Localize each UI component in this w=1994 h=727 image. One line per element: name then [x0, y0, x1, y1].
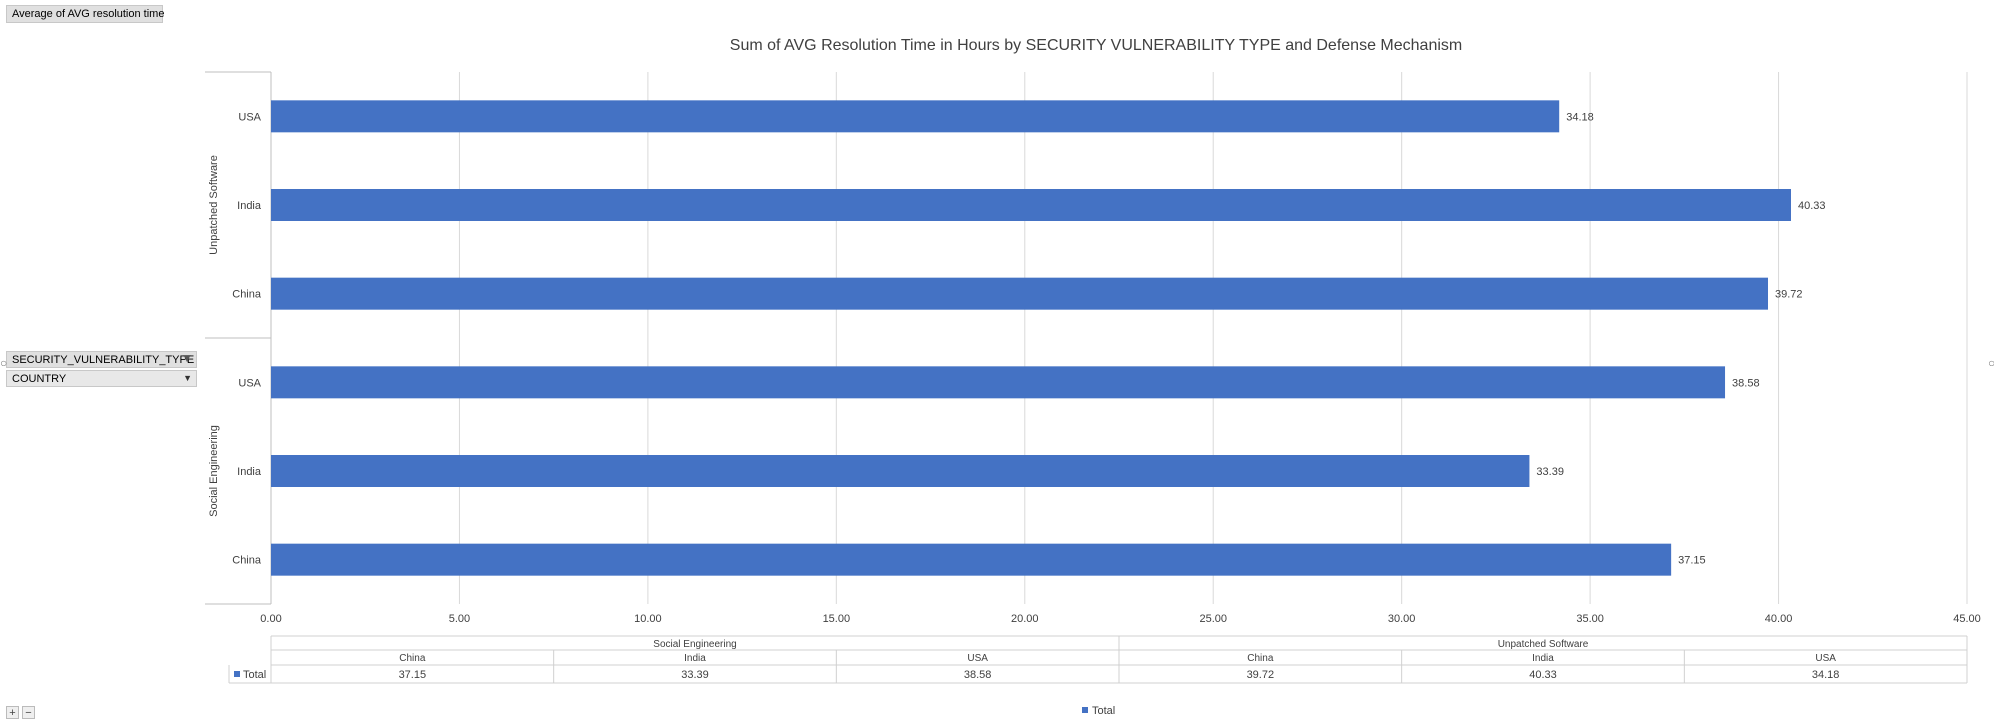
data-label: 34.18 — [1566, 111, 1594, 123]
table-category-header: India — [1532, 653, 1554, 664]
legend: Total — [1082, 705, 1115, 717]
data-label: 40.33 — [1798, 200, 1826, 212]
group-label: Social Engineering — [208, 425, 220, 517]
bar — [271, 543, 1672, 576]
bar — [271, 366, 1726, 399]
resize-handle-left[interactable]: ○ — [0, 356, 8, 370]
table-category-header: USA — [967, 653, 988, 664]
x-tick-label: 35.00 — [1576, 613, 1604, 625]
axes: 0.00 5.00 10.00 15.00 20.00 25.00 30.00 35.00 40… — [205, 71, 1981, 625]
category-label: India — [237, 200, 262, 212]
table-category-header: India — [684, 653, 706, 664]
table-cell: 33.39 — [681, 669, 709, 681]
table-cell: 37.15 — [399, 669, 427, 681]
x-tick-label: 5.00 — [449, 613, 470, 625]
table-row-label: Total — [243, 669, 266, 681]
category-label: USA — [238, 377, 261, 389]
measure-field-label: Average of AVG resolution time — [12, 8, 165, 20]
table-category-header: USA — [1815, 653, 1836, 664]
data-table: Social Engineering China 37.15 India 33.39 US… — [228, 635, 1968, 684]
x-tick-label: 40.00 — [1765, 613, 1793, 625]
measure-field-button[interactable]: Average of AVG resolution time — [6, 5, 165, 23]
gridlines — [270, 72, 1968, 604]
x-tick-label: 15.00 — [823, 613, 851, 625]
bar — [271, 277, 1769, 310]
x-tick-label: 45.00 — [1953, 613, 1981, 625]
bar — [271, 100, 1560, 133]
table-cell: 39.72 — [1247, 669, 1275, 681]
expand-field-button[interactable]: + — [6, 706, 19, 719]
data-label: 33.39 — [1536, 466, 1564, 478]
category-label: India — [237, 466, 262, 478]
x-tick-label: 20.00 — [1011, 613, 1039, 625]
legend-key — [1082, 707, 1088, 713]
category-label: China — [232, 289, 262, 301]
row-field-country[interactable]: COUNTRY ▼ — [6, 370, 197, 387]
bar — [271, 455, 1530, 487]
row-field-label: SECURITY_VULNERABILITY_TYPE — [12, 354, 195, 366]
table-legend-key — [234, 671, 240, 677]
table-group-header: Unpatched Software — [1498, 639, 1589, 650]
row-field-vulnerability-type[interactable]: SECURITY_VULNERABILITY_TYPE ▼︎ — [6, 351, 197, 368]
table-category-header: China — [1247, 653, 1274, 664]
resize-handle-right[interactable]: ○ — [1988, 356, 1994, 370]
collapse-field-button[interactable]: − — [22, 706, 35, 719]
group-label: Unpatched Software — [208, 155, 220, 255]
data-label: 37.15 — [1678, 555, 1706, 567]
filter-icon[interactable]: ▼︎ — [181, 351, 193, 365]
bars — [271, 100, 1791, 576]
table-cell: 34.18 — [1812, 669, 1840, 681]
category-label: USA — [238, 111, 261, 123]
category-label: China — [232, 555, 262, 567]
legend-label: Total — [1092, 705, 1115, 717]
bar — [271, 189, 1791, 221]
table-group-header: Social Engineering — [653, 639, 736, 650]
data-labels: 37.15 33.39 38.58 39.72 40.33 34.18 — [1536, 111, 1825, 566]
x-tick-label: 30.00 — [1388, 613, 1416, 625]
data-label: 39.72 — [1775, 289, 1803, 301]
x-tick-label: 0.00 — [260, 613, 281, 625]
data-label: 38.58 — [1732, 377, 1760, 389]
table-cell: 40.33 — [1529, 669, 1557, 681]
table-category-header: China — [399, 653, 426, 664]
chart-title: Sum of AVG Resolution Time in Hours by S… — [730, 37, 1462, 54]
x-tick-label: 10.00 — [634, 613, 662, 625]
table-cell: 38.58 — [964, 669, 992, 681]
x-tick-label: 25.00 — [1199, 613, 1227, 625]
chevron-down-icon[interactable]: ▼ — [183, 373, 192, 383]
row-field-label: COUNTRY — [12, 373, 67, 385]
